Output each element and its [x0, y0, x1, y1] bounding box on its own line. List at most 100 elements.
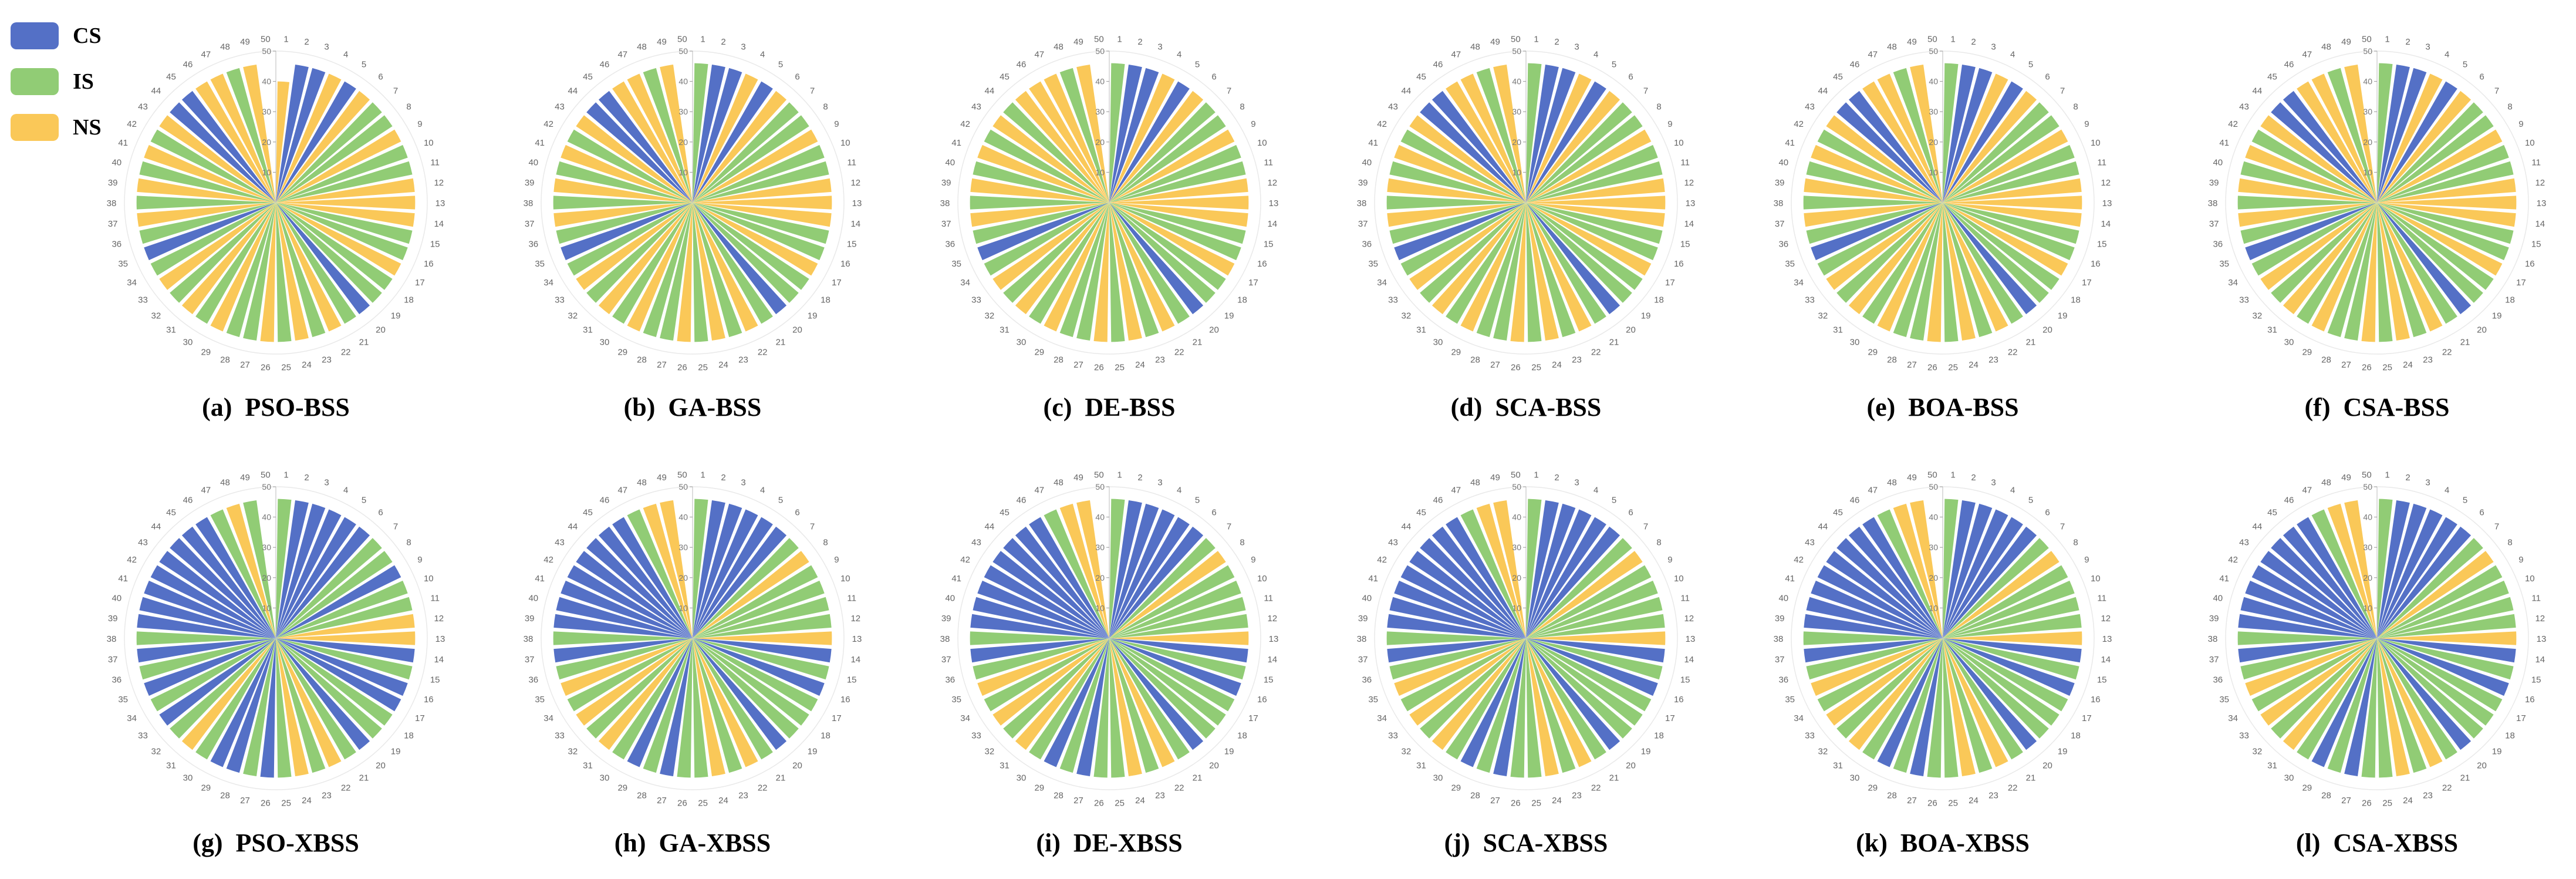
category-label: 35 [1785, 695, 1795, 705]
category-label: 2 [2405, 37, 2410, 47]
bar-5 [276, 517, 356, 638]
bar-20 [693, 638, 787, 750]
category-label: 28 [2321, 790, 2331, 800]
category-label: 27 [1907, 796, 1917, 806]
caption-c: (c) DE-BSS [1043, 393, 1176, 422]
bar-28 [643, 638, 693, 773]
bar-44 [170, 102, 276, 203]
category-label: 43 [1805, 102, 1815, 112]
bar-11 [276, 597, 413, 638]
bar-13 [2377, 196, 2517, 210]
category-label: 12 [2101, 178, 2111, 188]
bar-17 [1109, 203, 1235, 276]
category-label: 13 [1686, 634, 1696, 644]
bar-6 [276, 90, 370, 203]
category-label: 1 [1117, 470, 1122, 480]
radial-tick-label: 30 [1512, 543, 1521, 552]
category-label: 22 [2008, 783, 2018, 793]
category-label: 47 [2302, 50, 2312, 60]
category-label: 4 [2010, 486, 2015, 496]
bar-17 [693, 203, 818, 276]
bar-8 [276, 551, 393, 638]
category-label: 20 [376, 325, 386, 335]
category-label: 4 [1593, 486, 1598, 496]
bar-34 [567, 638, 693, 712]
category-label: 33 [1388, 295, 1398, 305]
category-label: 24 [2403, 360, 2413, 370]
bar-36 [139, 203, 276, 244]
category-label: 12 [850, 614, 860, 624]
category-label: 25 [1948, 362, 1958, 372]
bar-8 [2377, 115, 2494, 203]
bar-49 [1910, 64, 1943, 203]
category-label: 31 [1000, 325, 1010, 335]
category-label: 19 [1641, 311, 1651, 321]
category-label: 21 [359, 337, 369, 347]
category-label: 24 [1135, 360, 1145, 370]
category-label: 30 [2284, 773, 2294, 783]
category-label: 33 [1805, 295, 1815, 305]
category-label: 41 [1785, 138, 1795, 148]
category-label: 28 [1887, 790, 1897, 800]
radial-tick-label: 40 [262, 77, 271, 86]
bar-7 [1109, 538, 1216, 638]
bar-42 [150, 565, 276, 638]
bar-4 [1943, 73, 2008, 203]
category-label: 39 [2209, 178, 2219, 188]
category-label: 17 [1248, 713, 1258, 723]
category-label: 19 [391, 311, 401, 321]
category-label: 46 [1850, 60, 1860, 70]
category-label: 40 [2213, 593, 2223, 603]
bar-14 [1109, 203, 1248, 227]
bar-26 [1510, 203, 1526, 342]
bar-33 [576, 638, 693, 726]
category-label: 37 [1358, 655, 1368, 665]
category-label: 25 [1948, 798, 1958, 808]
bar-49 [243, 64, 276, 203]
bar-44 [2271, 538, 2377, 638]
category-label: 21 [1193, 773, 1203, 783]
bar-32 [170, 638, 276, 739]
bar-47 [627, 509, 693, 638]
bar-49 [243, 500, 276, 638]
category-label: 28 [1887, 355, 1897, 365]
bar-16 [1943, 203, 2075, 261]
category-label: 19 [2492, 747, 2502, 757]
bar-28 [1893, 203, 1943, 338]
bar-22 [693, 638, 758, 767]
bar-11 [693, 597, 829, 638]
radial-tick-label: 50 [262, 482, 271, 491]
category-label: 49 [657, 37, 667, 47]
radial-tick-label: 10 [678, 603, 688, 612]
polar-chart-2: 1 234567891011121314151617181920212223242… [524, 35, 862, 373]
category-label: 36 [2213, 240, 2223, 250]
bar-21 [2377, 203, 2457, 324]
bar-23 [1109, 638, 1159, 773]
category-label: 44 [568, 86, 578, 96]
category-label: 14 [434, 219, 444, 229]
category-label: 35 [951, 259, 961, 269]
category-label: 29 [1868, 783, 1878, 793]
bar-16 [276, 638, 408, 696]
bar-15 [276, 203, 413, 244]
category-label: 14 [2101, 655, 2111, 665]
category-label: 27 [1907, 360, 1917, 370]
category-label: 10 [1674, 574, 1684, 584]
category-label: 34 [1377, 278, 1387, 288]
category-label: 19 [391, 747, 401, 757]
category-label: 24 [1135, 796, 1145, 806]
radial-tick-label: 50 [2363, 46, 2372, 56]
legend: CS IS NS [11, 13, 102, 150]
bar-41 [1394, 144, 1526, 203]
bar-44 [1420, 538, 1526, 638]
bar-28 [643, 203, 693, 338]
bar-7 [2377, 102, 2483, 203]
bar-33 [2260, 638, 2377, 726]
category-label: 36 [2213, 675, 2223, 685]
bar-41 [144, 144, 276, 203]
category-label: 16 [1674, 695, 1684, 705]
bar-12 [1526, 178, 1665, 203]
legend-swatch-ns [11, 114, 59, 141]
category-label: 21 [1193, 337, 1203, 347]
caption-b: (b) GA-BSS [623, 393, 762, 422]
